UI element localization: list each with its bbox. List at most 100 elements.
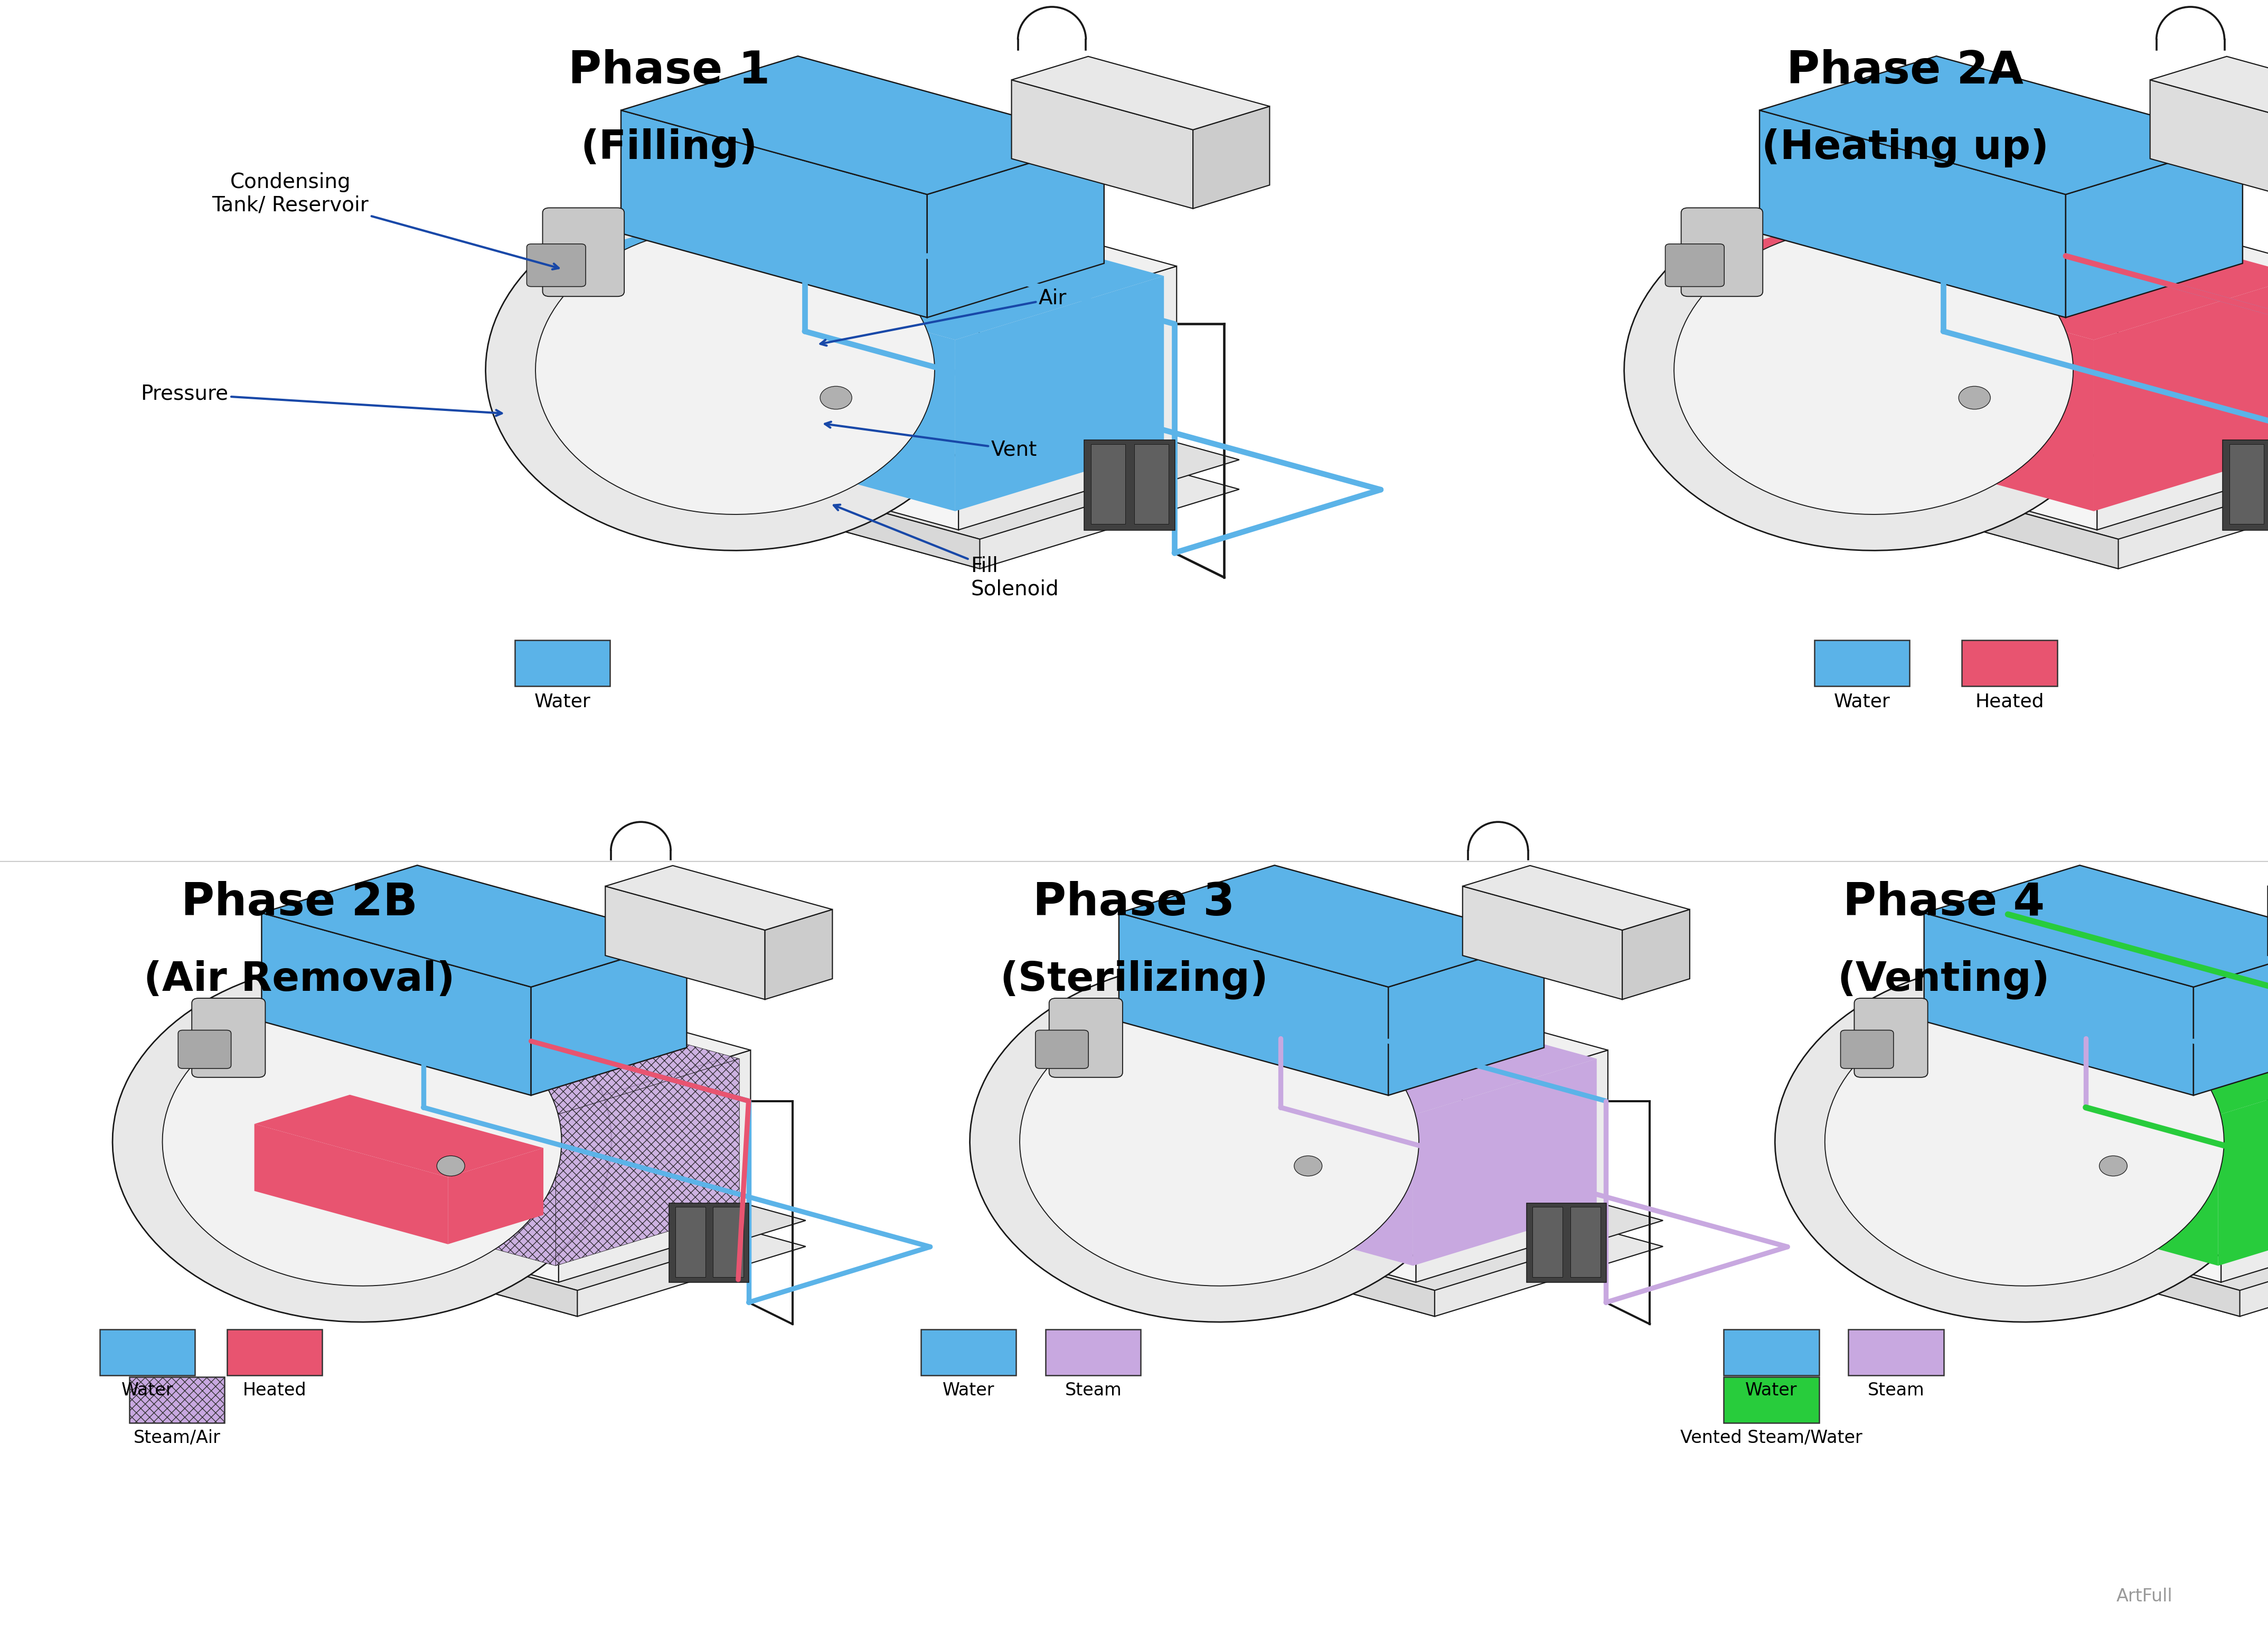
Text: Heated: Heated	[243, 1382, 306, 1400]
Polygon shape	[1746, 245, 2093, 512]
Ellipse shape	[971, 962, 1470, 1323]
Text: Phase 2A: Phase 2A	[1787, 49, 2023, 94]
Polygon shape	[558, 1050, 751, 1282]
Polygon shape	[928, 139, 1105, 317]
FancyBboxPatch shape	[542, 208, 624, 297]
Polygon shape	[764, 909, 832, 999]
Polygon shape	[1463, 886, 1622, 999]
Polygon shape	[621, 56, 1105, 194]
Bar	[1848, 1329, 1944, 1375]
Polygon shape	[1760, 110, 2066, 317]
Polygon shape	[1075, 1122, 1662, 1290]
Ellipse shape	[1674, 225, 2073, 514]
Text: (Air Removal): (Air Removal)	[143, 960, 456, 999]
Polygon shape	[599, 167, 1177, 333]
Polygon shape	[572, 427, 980, 569]
Circle shape	[821, 386, 853, 409]
Polygon shape	[1012, 56, 1270, 130]
Polygon shape	[249, 1031, 556, 1265]
Text: Water: Water	[1746, 1382, 1796, 1400]
Polygon shape	[1880, 1122, 2268, 1290]
Text: Phase 1: Phase 1	[569, 49, 769, 94]
FancyBboxPatch shape	[1665, 245, 1724, 287]
Ellipse shape	[113, 962, 612, 1323]
Circle shape	[1295, 1155, 1322, 1177]
Polygon shape	[1388, 939, 1545, 1095]
Bar	[1962, 640, 2057, 686]
Text: Heated: Heated	[1975, 693, 2043, 711]
Polygon shape	[1012, 80, 1193, 208]
Polygon shape	[2218, 1058, 2268, 1265]
Bar	[515, 640, 610, 686]
Polygon shape	[254, 1095, 544, 1177]
Polygon shape	[261, 865, 687, 986]
Polygon shape	[218, 1122, 805, 1290]
Polygon shape	[1098, 963, 1608, 1109]
FancyBboxPatch shape	[1050, 998, 1123, 1078]
Polygon shape	[1710, 348, 2268, 540]
Bar	[1046, 1329, 1141, 1375]
Polygon shape	[2193, 939, 2268, 1095]
Ellipse shape	[1826, 998, 2225, 1287]
Polygon shape	[2098, 266, 2268, 530]
Polygon shape	[1622, 909, 1690, 999]
Text: (Heating up): (Heating up)	[1762, 128, 2048, 167]
Text: Water: Water	[943, 1382, 993, 1400]
Ellipse shape	[163, 998, 562, 1287]
Bar	[1724, 1377, 1819, 1423]
Polygon shape	[1903, 963, 2268, 1109]
FancyBboxPatch shape	[1681, 208, 1762, 297]
Text: Phase 3: Phase 3	[1032, 881, 1236, 926]
Polygon shape	[249, 975, 739, 1114]
Polygon shape	[218, 1147, 805, 1316]
Text: ArtFull: ArtFull	[2116, 1587, 2173, 1605]
Polygon shape	[959, 266, 1177, 530]
Text: Water: Water	[535, 693, 590, 711]
Polygon shape	[1463, 865, 1690, 930]
Bar	[1084, 440, 1175, 530]
Bar	[1814, 640, 1910, 686]
Text: (Venting): (Venting)	[1837, 960, 2050, 999]
Circle shape	[2100, 1155, 2127, 1177]
Polygon shape	[608, 181, 1163, 340]
Text: Condensing
Tank/ Reservoir: Condensing Tank/ Reservoir	[211, 172, 558, 269]
Polygon shape	[1710, 377, 2268, 569]
Text: (Filling): (Filling)	[581, 128, 758, 167]
Bar	[921, 1329, 1016, 1375]
Bar	[669, 1203, 748, 1283]
Ellipse shape	[485, 189, 984, 550]
FancyBboxPatch shape	[179, 1031, 231, 1068]
Polygon shape	[1193, 107, 1270, 208]
Text: Fill
Solenoid: Fill Solenoid	[835, 505, 1059, 599]
FancyBboxPatch shape	[193, 998, 265, 1078]
Polygon shape	[1746, 181, 2268, 340]
Polygon shape	[218, 1191, 578, 1316]
Polygon shape	[1923, 865, 2268, 986]
Polygon shape	[1912, 1031, 2218, 1265]
Text: Vented Steam/Water: Vented Steam/Water	[1681, 1429, 1862, 1447]
Polygon shape	[608, 245, 955, 512]
Polygon shape	[240, 1022, 558, 1282]
Ellipse shape	[535, 225, 934, 514]
FancyBboxPatch shape	[1855, 998, 1928, 1078]
Polygon shape	[1923, 912, 2193, 1095]
Polygon shape	[1107, 975, 1597, 1114]
FancyBboxPatch shape	[1036, 1031, 1089, 1068]
Polygon shape	[621, 110, 928, 317]
Polygon shape	[2066, 139, 2243, 317]
Polygon shape	[1760, 56, 2243, 194]
Bar	[1134, 445, 1168, 523]
Polygon shape	[1737, 167, 2268, 333]
Polygon shape	[599, 233, 959, 530]
Polygon shape	[606, 886, 764, 999]
Bar	[712, 1208, 744, 1277]
Polygon shape	[1098, 1022, 1415, 1282]
Polygon shape	[2150, 56, 2268, 130]
Polygon shape	[572, 377, 1238, 569]
Text: Steam: Steam	[1867, 1382, 1926, 1400]
Text: Pressure: Pressure	[141, 384, 501, 415]
Polygon shape	[531, 939, 687, 1095]
Polygon shape	[254, 1124, 449, 1244]
Bar	[1569, 1208, 1601, 1277]
Polygon shape	[1118, 865, 1545, 986]
